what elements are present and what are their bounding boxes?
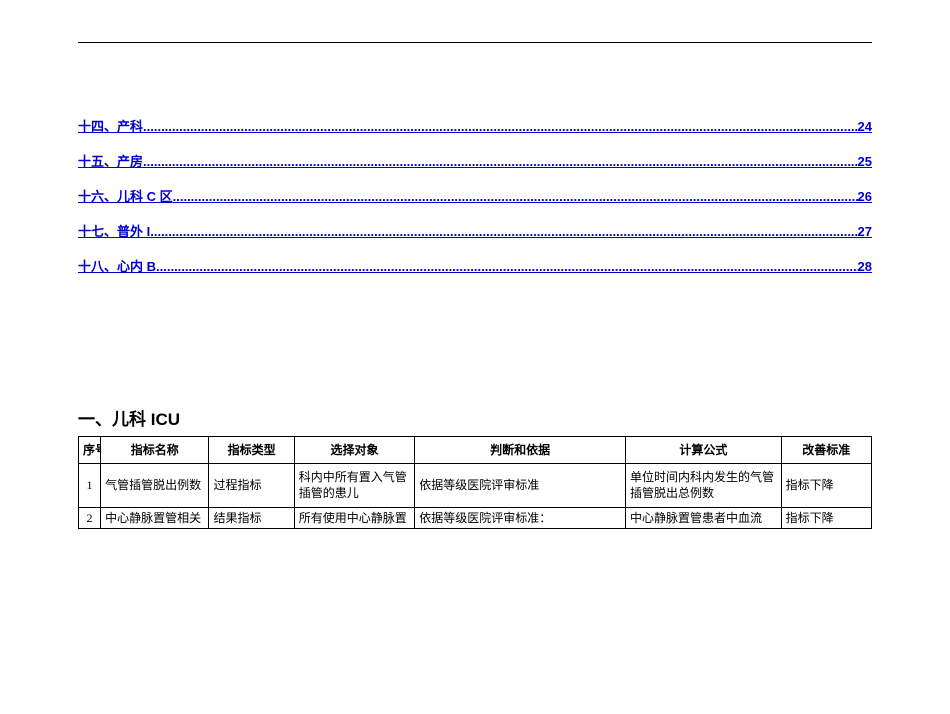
horizontal-rule [78,42,872,43]
toc-entry-label: 十五、产房 [78,151,143,170]
toc-leader-dots [143,120,858,133]
cell-improve: 指标下降 [781,464,871,507]
cell-improve: 指标下降 [781,507,871,528]
cell-formula: 中心静脉置管患者中血流 [626,507,782,528]
cell-type: 结果指标 [209,507,294,528]
cell-target: 所有使用中心静脉置 [294,507,414,528]
section-heading: 一、儿科 ICU [78,405,872,430]
cell-name: 中心静脉置管相关 [101,507,209,528]
toc-entry-page: 28 [858,259,872,274]
cell-type: 过程指标 [209,464,294,507]
toc-entry-page: 24 [858,119,872,134]
toc-leader-dots [173,190,858,203]
cell-name: 气管插管脱出例数 [101,464,209,507]
col-name-header: 指标名称 [101,437,209,464]
toc-entry[interactable]: 十七、普外 I 27 [78,221,872,240]
toc-leader-dots [143,155,858,168]
toc-entry-label: 十六、儿科 C 区 [78,186,173,205]
toc-entry[interactable]: 十八、心内 B 28 [78,256,872,275]
table-of-contents: 十四、产科 24 十五、产房 25 十六、儿科 C 区 26 十七、普外 I 2… [78,116,872,275]
toc-leader-dots [150,225,857,238]
toc-entry-label: 十四、产科 [78,116,143,135]
toc-entry[interactable]: 十六、儿科 C 区 26 [78,186,872,205]
cell-criteria: 依据等级医院评审标准 [415,464,626,507]
toc-entry-page: 26 [858,189,872,204]
cell-criteria: 依据等级医院评审标准： [415,507,626,528]
toc-entry[interactable]: 十四、产科 24 [78,116,872,135]
table-row: 1 气管插管脱出例数 过程指标 科内中所有置入气管插管的患儿 依据等级医院评审标… [79,464,872,507]
col-target-header: 选择对象 [294,437,414,464]
toc-entry[interactable]: 十五、产房 25 [78,151,872,170]
cell-formula: 单位时间内科内发生的气管插管脱出总例数 [626,464,782,507]
cell-target: 科内中所有置入气管插管的患儿 [294,464,414,507]
col-criteria-header: 判断和依据 [415,437,626,464]
cell-seq: 2 [79,507,101,528]
cell-seq: 1 [79,464,101,507]
table-header-row: 序号 指标名称 指标类型 选择对象 判断和依据 计算公式 改善标准 [79,437,872,464]
col-seq-header: 序号 [79,437,101,464]
toc-leader-dots [156,260,858,273]
toc-entry-label: 十七、普外 I [78,221,150,240]
table-row: 2 中心静脉置管相关 结果指标 所有使用中心静脉置 依据等级医院评审标准： 中心… [79,507,872,528]
toc-entry-page: 27 [858,224,872,239]
col-improve-header: 改善标准 [781,437,871,464]
toc-entry-label: 十八、心内 B [78,256,156,275]
toc-entry-page: 25 [858,154,872,169]
col-formula-header: 计算公式 [626,437,782,464]
col-type-header: 指标类型 [209,437,294,464]
indicator-table: 序号 指标名称 指标类型 选择对象 判断和依据 计算公式 改善标准 1 气管插管… [78,436,872,529]
